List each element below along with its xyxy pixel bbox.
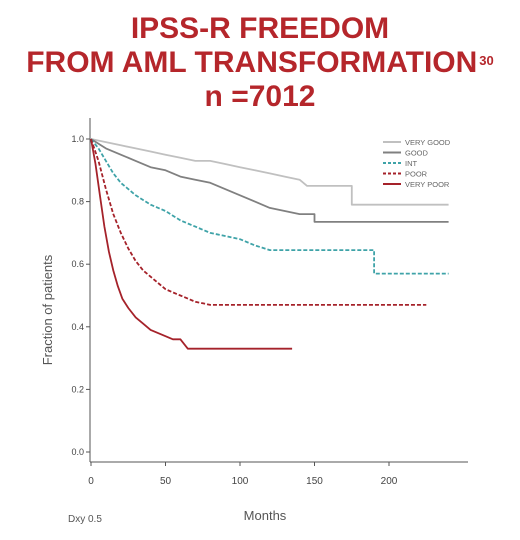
series-line-very-poor: [90, 138, 293, 350]
y-tick-label: 0.0: [71, 447, 84, 457]
series-line-poor: [90, 138, 427, 306]
y-tick-label: 0.6: [71, 259, 84, 269]
y-tick-label: 1.0: [71, 134, 84, 144]
x-tick-label: 150: [306, 476, 323, 487]
x-tick-label: 0: [88, 476, 94, 487]
y-tick-label: 0.2: [71, 384, 84, 394]
x-axis-label: Months: [244, 508, 287, 523]
legend-label: POOR: [405, 170, 428, 179]
x-tick-label: 100: [232, 476, 249, 487]
y-tick-label: 0.8: [71, 197, 84, 207]
sample-size-label: n =7012: [204, 80, 316, 113]
reference-superscript: 30: [479, 53, 494, 68]
legend-label: INT: [405, 159, 418, 168]
legend-label: VERY GOOD: [405, 138, 451, 147]
legend-label: VERY POOR: [405, 180, 450, 189]
y-tick-label: 0.4: [71, 322, 84, 332]
chart-title-line-1: IPSS-R FREEDOM: [130, 12, 390, 45]
x-tick-label: 200: [381, 476, 398, 487]
series-line-very-good: [90, 138, 449, 206]
chart-title-line-2-text: FROM AML TRANSFORMATION: [26, 46, 478, 79]
footnote: Dxy 0.5: [68, 514, 102, 525]
series-line-int: [90, 138, 449, 275]
x-tick-label: 50: [160, 476, 172, 487]
chart-title-line-2: FROM AML TRANSFORMATION 30: [0, 46, 520, 80]
series-line-good: [90, 138, 449, 223]
legend-label: GOOD: [405, 149, 429, 158]
y-axis-label: Fraction of patients: [40, 254, 55, 365]
